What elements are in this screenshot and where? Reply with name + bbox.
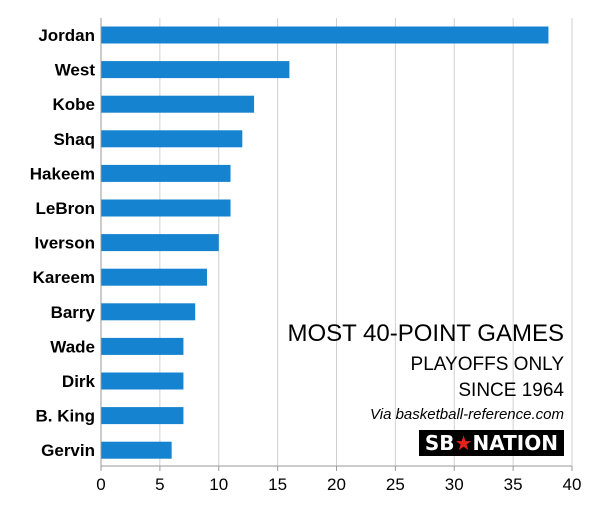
bar-dirk xyxy=(101,372,184,390)
bar-wade xyxy=(101,337,184,355)
x-tick-label: 5 xyxy=(155,475,164,494)
bar-kobe xyxy=(101,95,255,113)
sbnation-logo: SB★NATION xyxy=(418,430,564,456)
x-tick-label: 15 xyxy=(268,475,287,494)
category-labels: Jordan West Kobe Shaq Hakeem LeBron Iverson Kar… xyxy=(30,26,96,460)
category-label: Wade xyxy=(50,337,95,356)
bar-lebron xyxy=(101,199,231,217)
category-label: Iverson xyxy=(35,234,95,253)
source-note: Via basketball-reference.com xyxy=(370,406,564,423)
x-tick-label: 35 xyxy=(504,475,523,494)
category-label: Jordan xyxy=(38,26,95,45)
star-icon: ★ xyxy=(454,431,473,455)
bar-b-king xyxy=(101,407,184,425)
x-tick-label: 30 xyxy=(445,475,464,494)
x-tick-label: 0 xyxy=(96,475,105,494)
bar-hakeem xyxy=(101,164,231,182)
x-tick-label: 40 xyxy=(563,475,582,494)
category-label: Barry xyxy=(51,303,96,322)
category-label: B. King xyxy=(36,407,96,426)
x-tick-label: 20 xyxy=(327,475,346,494)
bars xyxy=(101,26,549,459)
chart-title: MOST 40-POINT GAMES xyxy=(287,320,564,347)
bar-gervin xyxy=(101,441,172,459)
category-label: LeBron xyxy=(36,199,96,218)
bar-iverson xyxy=(101,234,219,252)
category-label: Kobe xyxy=(53,95,96,114)
category-label: Hakeem xyxy=(30,164,95,183)
chart-annotation: MOST 40-POINT GAMES PLAYOFFS ONLY SINCE … xyxy=(264,320,564,456)
category-label: Gervin xyxy=(41,441,95,460)
bar-west xyxy=(101,61,290,79)
brand-text-sb: SB xyxy=(424,431,455,455)
bar-barry xyxy=(101,303,196,321)
chart-subtitle-line-2: SINCE 1964 xyxy=(458,380,564,401)
category-label: West xyxy=(55,61,96,80)
bar-shaq xyxy=(101,130,243,148)
brand-text-nation: NATION xyxy=(472,431,559,455)
bar-jordan xyxy=(101,26,549,44)
category-label: Dirk xyxy=(62,372,96,391)
x-tick-label: 25 xyxy=(386,475,405,494)
chart-subtitle-line-1: PLAYOFFS ONLY xyxy=(410,354,564,375)
category-label: Kareem xyxy=(33,268,95,287)
x-axis: 0 5 10 15 20 25 30 35 40 xyxy=(96,18,581,494)
grid-lines xyxy=(159,18,573,466)
category-label: Shaq xyxy=(53,130,95,149)
x-tick-label: 10 xyxy=(209,475,228,494)
bar-kareem xyxy=(101,268,207,286)
